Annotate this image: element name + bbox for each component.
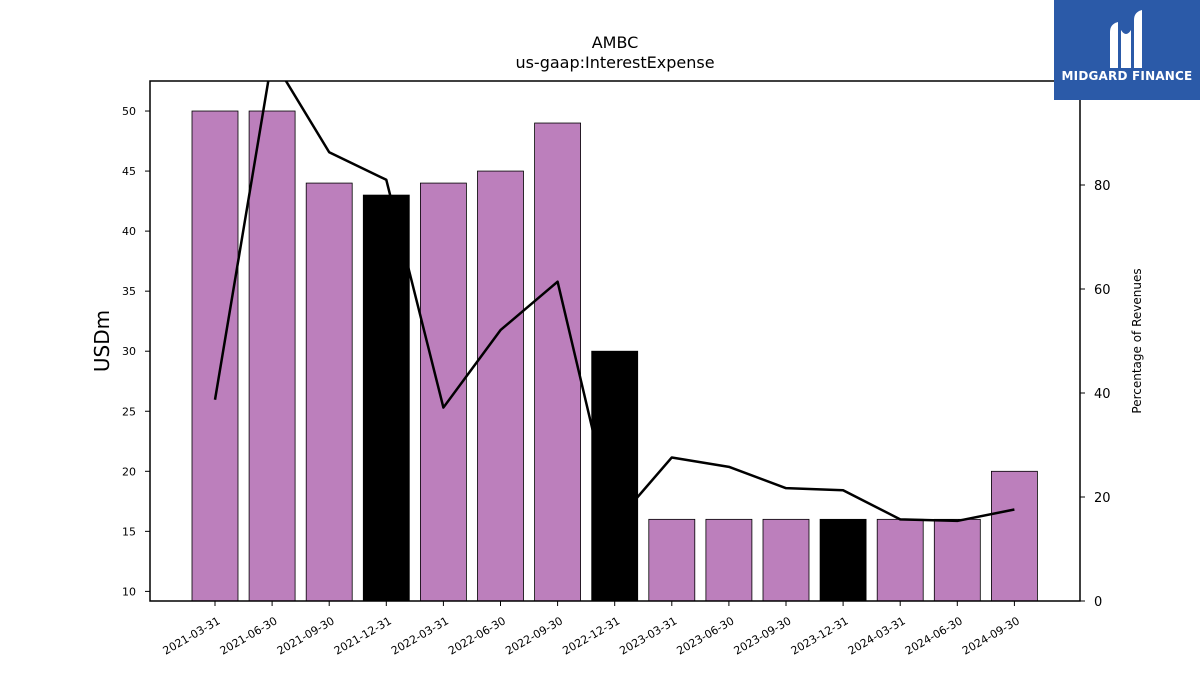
y2-tick-label: 40	[1094, 387, 1111, 402]
x-tick-label: 2021-09-30	[275, 614, 337, 657]
bar-2023-09-30	[762, 518, 810, 602]
bar-2021-06-30	[248, 110, 296, 602]
x-tick-label: 2021-06-30	[218, 614, 280, 657]
bar-2024-06-30	[933, 518, 981, 602]
x-tick-label: 2023-09-30	[732, 614, 794, 657]
bars	[191, 110, 1038, 602]
x-tick-label: 2023-12-31	[789, 614, 851, 657]
y-tick-label: 30	[122, 345, 136, 358]
logo-text: MIDGARD FINANCE	[1061, 69, 1193, 83]
y2-tick-label: 0	[1094, 595, 1102, 610]
bar-2022-09-30	[534, 122, 581, 602]
percentage-line	[213, 81, 1015, 525]
y-axis-left: 10 15 20 25 30 35 40 45 50	[122, 105, 150, 598]
x-tick-label: 2022-09-30	[503, 614, 565, 657]
y2-tick-label: 20	[1094, 491, 1111, 506]
y-tick-label: 50	[122, 105, 136, 118]
x-axis: 2021-03-312021-06-302021-09-302021-12-31…	[161, 601, 1022, 658]
x-tick-label: 2021-03-31	[161, 614, 223, 657]
y2-tick-label: 60	[1094, 283, 1111, 298]
bar-2024-09-30	[991, 470, 1038, 602]
y-axis-label: USDm	[90, 310, 114, 372]
bar-2023-06-30	[705, 518, 753, 602]
x-tick-label: 2023-03-31	[617, 614, 679, 657]
y2-tick-label: 80	[1094, 179, 1111, 194]
bar-2021-03-31	[191, 110, 239, 602]
y-tick-label: 25	[122, 405, 136, 418]
y-tick-label: 45	[122, 165, 136, 178]
y-tick-label: 40	[122, 225, 136, 238]
y-tick-label: 10	[122, 585, 136, 598]
x-tick-label: 2022-03-31	[389, 614, 451, 657]
bar-2024-03-31	[876, 518, 924, 602]
x-tick-label: 2022-12-31	[560, 614, 622, 657]
x-tick-label: 2023-06-30	[675, 614, 737, 657]
y-tick-label: 20	[122, 465, 136, 478]
percentage-line-path	[213, 81, 1015, 525]
bar-2022-03-31	[419, 182, 467, 602]
chart-subtitle: us-gaap:InterestExpense	[515, 53, 714, 72]
y2-axis-label: Percentage of Revenues	[1130, 268, 1144, 413]
x-tick-label: 2021-12-31	[332, 614, 394, 657]
bar-2022-12-31	[591, 350, 639, 602]
y-tick-label: 15	[122, 525, 136, 538]
chart-title: AMBC	[592, 33, 639, 52]
y-tick-label: 35	[122, 285, 136, 298]
bar-2021-12-31	[362, 194, 410, 602]
bar-2021-09-30	[305, 182, 353, 602]
midgard-finance-logo: MIDGARD FINANCE	[1054, 0, 1200, 100]
x-tick-label: 2022-06-30	[446, 614, 508, 657]
bar-2023-12-31	[819, 518, 867, 602]
x-tick-label: 2024-09-30	[960, 614, 1022, 657]
bar-2022-06-30	[477, 170, 524, 602]
x-tick-label: 2024-03-31	[846, 614, 908, 657]
x-tick-label: 2024-06-30	[903, 614, 965, 657]
bar-2023-03-31	[648, 518, 696, 602]
y-axis-right: 0 20 40 60 80	[1080, 179, 1111, 610]
logo-mark-icon	[1110, 10, 1142, 68]
